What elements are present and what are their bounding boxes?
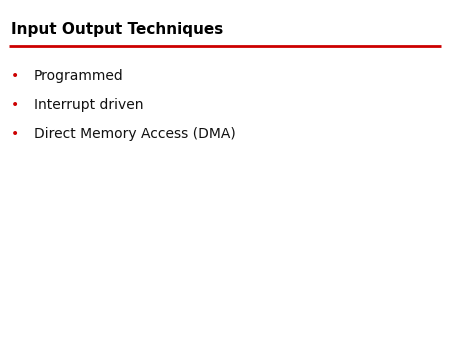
Text: Input Output Techniques: Input Output Techniques xyxy=(11,22,224,37)
Text: Interrupt driven: Interrupt driven xyxy=(34,98,143,112)
Text: Programmed: Programmed xyxy=(34,69,123,83)
Text: •: • xyxy=(11,98,19,112)
Text: •: • xyxy=(11,126,19,141)
Text: •: • xyxy=(11,69,19,83)
Text: Direct Memory Access (DMA): Direct Memory Access (DMA) xyxy=(34,126,235,141)
